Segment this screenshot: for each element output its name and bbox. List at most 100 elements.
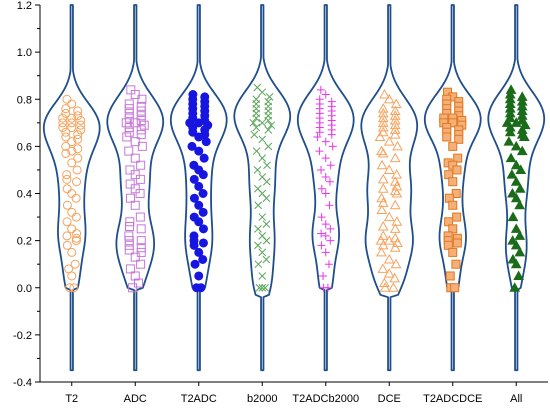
- data-point: [258, 248, 267, 257]
- data-point: [252, 114, 261, 122]
- data-point: [258, 213, 267, 221]
- data-point: [317, 165, 326, 174]
- data-point: [505, 152, 517, 163]
- data-point: [390, 258, 402, 269]
- data-point: [327, 130, 336, 139]
- data-point: [391, 169, 402, 179]
- data-point: [188, 127, 198, 137]
- data-point: [374, 131, 386, 141]
- data-point: [249, 118, 258, 127]
- plot-frame: [39, 5, 548, 383]
- data-point: [125, 179, 135, 189]
- data-point: [510, 192, 522, 203]
- data-point: [136, 130, 146, 140]
- data-point: [194, 118, 204, 128]
- data-point: [389, 199, 401, 210]
- data-point: [135, 212, 145, 222]
- data-point: [124, 113, 134, 123]
- data-point: [453, 153, 463, 163]
- data-point: [265, 93, 274, 101]
- data-point: [383, 235, 395, 245]
- data-point: [198, 207, 208, 217]
- data-point: [252, 123, 261, 132]
- data-point: [125, 165, 135, 175]
- data-point: [377, 107, 389, 118]
- data-point: [67, 207, 77, 217]
- data-point: [321, 173, 330, 182]
- data-point: [133, 278, 143, 288]
- data-point: [61, 132, 71, 142]
- data-point: [448, 200, 458, 210]
- data-point: [73, 111, 83, 121]
- data-point: [389, 129, 401, 139]
- data-point: [137, 94, 147, 104]
- data-point: [383, 93, 395, 104]
- data-point: [71, 236, 81, 246]
- data-point: [452, 238, 462, 248]
- data-point: [189, 240, 199, 250]
- data-point: [254, 241, 262, 250]
- data-point: [73, 130, 83, 140]
- data-point: [124, 127, 134, 137]
- data-point: [389, 242, 401, 252]
- data-point: [71, 233, 81, 243]
- data-point: [323, 283, 332, 292]
- data-point: [510, 258, 522, 269]
- data-point: [392, 140, 403, 151]
- data-point: [125, 217, 135, 227]
- data-point: [389, 124, 401, 134]
- data-point: [377, 126, 389, 137]
- data-point: [379, 282, 391, 292]
- data-point: [389, 272, 401, 283]
- x-axis: T2 ADC T2ADC b2000 T2ADCb2000 DCE T2ADCDCE All: [65, 382, 522, 405]
- data-point: [315, 128, 324, 137]
- data-point: [376, 246, 387, 257]
- data-point: [451, 259, 461, 269]
- data-point: [199, 153, 209, 163]
- data-point: [254, 260, 263, 269]
- data-point: [383, 136, 395, 146]
- data-point: [62, 184, 72, 194]
- data-point: [189, 193, 199, 203]
- data-point: [326, 161, 335, 170]
- data-point: [130, 153, 140, 163]
- x-tick-label: T2ADCb2000: [292, 393, 359, 405]
- data-point: [377, 112, 389, 123]
- data-point: [258, 135, 267, 144]
- y-tick-label: -0.2: [13, 330, 32, 342]
- data-point: [514, 246, 526, 257]
- data-point: [198, 224, 208, 234]
- x-tick-label: T2ADC: [181, 393, 217, 405]
- data-point: [73, 144, 83, 154]
- data-point: [504, 126, 516, 137]
- data-point: [130, 200, 140, 210]
- data-point: [198, 170, 208, 180]
- data-point: [450, 283, 460, 293]
- data-point: [67, 118, 77, 128]
- data-point: [389, 110, 401, 120]
- data-point: [136, 224, 146, 234]
- data-point: [258, 272, 267, 280]
- y-tick-label: 1.2: [17, 0, 32, 12]
- x-tick-label: b2000: [247, 393, 278, 405]
- data-point: [514, 183, 526, 193]
- data-point: [258, 154, 267, 163]
- data-point: [448, 247, 458, 257]
- data-point: [136, 111, 146, 121]
- data-point: [130, 90, 140, 100]
- data-point: [376, 159, 388, 170]
- data-point: [58, 113, 68, 123]
- violin-5: [360, 4, 419, 372]
- data-point: [515, 164, 527, 174]
- violin-2: [169, 4, 228, 372]
- data-point: [201, 137, 211, 147]
- data-point: [442, 132, 452, 142]
- y-tick-label: -0.4: [13, 377, 32, 389]
- data-point: [376, 204, 388, 214]
- data-point: [377, 263, 389, 273]
- x-tick-label: T2: [65, 393, 78, 405]
- data-point: [264, 142, 273, 151]
- data-point: [452, 212, 462, 222]
- data-point: [507, 187, 518, 198]
- data-point: [72, 165, 82, 175]
